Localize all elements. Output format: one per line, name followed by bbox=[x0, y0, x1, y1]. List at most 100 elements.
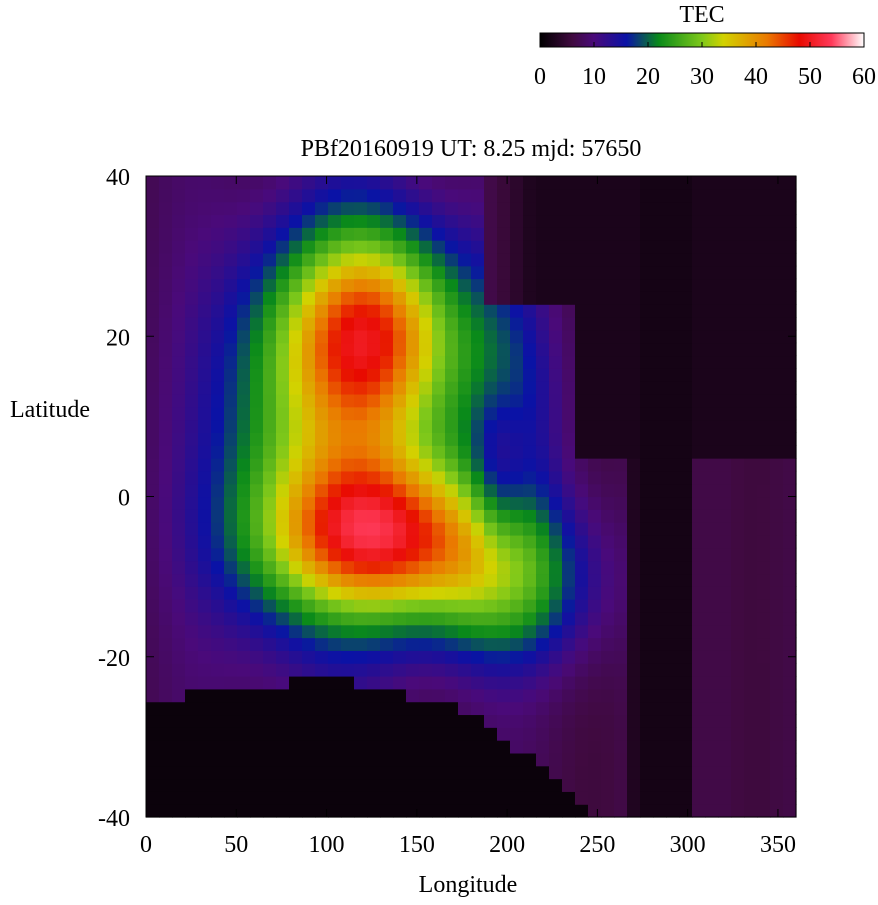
heatmap-cell bbox=[666, 573, 680, 587]
heatmap-cell bbox=[211, 534, 225, 549]
heatmap-cell bbox=[172, 599, 186, 613]
heatmap-cell bbox=[666, 317, 680, 331]
heatmap-cell bbox=[575, 675, 589, 690]
heatmap-cell bbox=[458, 381, 472, 395]
heatmap-cell bbox=[393, 317, 407, 331]
heatmap-cell bbox=[575, 663, 589, 677]
heatmap-cell bbox=[380, 496, 394, 510]
heatmap-cell bbox=[731, 560, 745, 575]
heatmap-cell bbox=[172, 611, 186, 626]
heatmap-cell bbox=[575, 342, 589, 357]
heatmap-cell bbox=[380, 701, 394, 716]
heatmap-cell bbox=[354, 522, 368, 536]
heatmap-cell bbox=[627, 304, 641, 318]
heatmap-cell bbox=[224, 573, 238, 587]
heatmap-cell bbox=[380, 611, 394, 626]
heatmap-cell bbox=[224, 329, 238, 344]
heatmap-cell bbox=[484, 560, 498, 575]
heatmap-cell bbox=[263, 470, 277, 485]
heatmap-cell bbox=[731, 227, 745, 241]
heatmap-cell bbox=[302, 483, 316, 498]
heatmap-cell bbox=[757, 637, 771, 651]
heatmap-cell bbox=[523, 650, 537, 664]
heatmap-cell bbox=[302, 701, 316, 716]
heatmap-cell bbox=[315, 265, 329, 280]
heatmap-cell bbox=[705, 227, 719, 241]
heatmap-cell bbox=[276, 317, 290, 331]
heatmap-cell bbox=[172, 560, 186, 575]
heatmap-cell bbox=[679, 522, 693, 536]
heatmap-cell bbox=[276, 201, 290, 216]
heatmap-cell bbox=[289, 573, 303, 587]
heatmap-cell bbox=[172, 804, 186, 818]
heatmap-cells bbox=[146, 176, 797, 818]
heatmap-cell bbox=[692, 483, 706, 498]
heatmap-cell bbox=[562, 765, 576, 780]
heatmap-cell bbox=[536, 509, 550, 523]
heatmap-cell bbox=[224, 342, 238, 357]
heatmap-cell bbox=[250, 547, 264, 562]
heatmap-cell bbox=[666, 227, 680, 241]
heatmap-cell bbox=[757, 419, 771, 433]
heatmap-cell bbox=[458, 547, 472, 562]
heatmap-cell bbox=[484, 483, 498, 498]
heatmap-cell bbox=[159, 534, 173, 549]
heatmap-cell bbox=[692, 547, 706, 562]
heatmap-cell bbox=[198, 419, 212, 433]
heatmap-cell bbox=[640, 458, 654, 472]
heatmap-cell bbox=[562, 458, 576, 472]
heatmap-cell bbox=[640, 355, 654, 369]
heatmap-cell bbox=[393, 458, 407, 472]
heatmap-cell bbox=[588, 688, 602, 703]
heatmap-cell bbox=[536, 804, 550, 818]
heatmap-cell bbox=[393, 342, 407, 357]
heatmap-cell bbox=[159, 291, 173, 305]
heatmap-cell bbox=[705, 624, 719, 639]
heatmap-cell bbox=[666, 368, 680, 382]
heatmap-cell bbox=[549, 688, 563, 703]
heatmap-cell bbox=[432, 791, 446, 805]
heatmap-cell bbox=[640, 740, 654, 754]
heatmap-cell bbox=[250, 522, 264, 536]
heatmap-cell bbox=[224, 714, 238, 728]
heatmap-cell bbox=[653, 419, 667, 433]
heatmap-cell bbox=[562, 547, 576, 562]
heatmap-cell bbox=[458, 637, 472, 651]
heatmap-cell bbox=[185, 304, 199, 318]
heatmap-cell bbox=[744, 611, 758, 626]
heatmap-cell bbox=[549, 329, 563, 344]
heatmap-cell bbox=[588, 663, 602, 677]
heatmap-cell bbox=[601, 650, 615, 664]
heatmap-cell bbox=[458, 752, 472, 767]
heatmap-cell bbox=[263, 201, 277, 216]
heatmap-cell bbox=[614, 522, 628, 536]
heatmap-cell bbox=[692, 240, 706, 254]
heatmap-cell bbox=[471, 509, 485, 523]
heatmap-cell bbox=[523, 342, 537, 357]
heatmap-cell bbox=[198, 675, 212, 690]
heatmap-cell bbox=[692, 176, 706, 190]
heatmap-cell bbox=[458, 368, 472, 382]
heatmap-cell bbox=[263, 701, 277, 716]
heatmap-cell bbox=[237, 291, 251, 305]
heatmap-cell bbox=[393, 227, 407, 241]
heatmap-cell bbox=[250, 611, 264, 626]
heatmap-cell bbox=[692, 804, 706, 818]
heatmap-cell bbox=[146, 765, 160, 780]
heatmap-cell bbox=[315, 599, 329, 613]
heatmap-cell bbox=[263, 368, 277, 382]
heatmap-cell bbox=[172, 188, 186, 203]
heatmap-cell bbox=[679, 381, 693, 395]
heatmap-cell bbox=[393, 727, 407, 741]
heatmap-cell bbox=[744, 214, 758, 228]
heatmap-cell bbox=[653, 176, 667, 190]
heatmap-cell bbox=[276, 509, 290, 523]
heatmap-cell bbox=[367, 291, 381, 305]
heatmap-cell bbox=[276, 304, 290, 318]
heatmap-cell bbox=[289, 419, 303, 433]
heatmap-cell bbox=[497, 650, 511, 664]
heatmap-cell bbox=[250, 727, 264, 741]
heatmap-cell bbox=[380, 291, 394, 305]
heatmap-cell bbox=[250, 419, 264, 433]
heatmap-cell bbox=[211, 201, 225, 216]
